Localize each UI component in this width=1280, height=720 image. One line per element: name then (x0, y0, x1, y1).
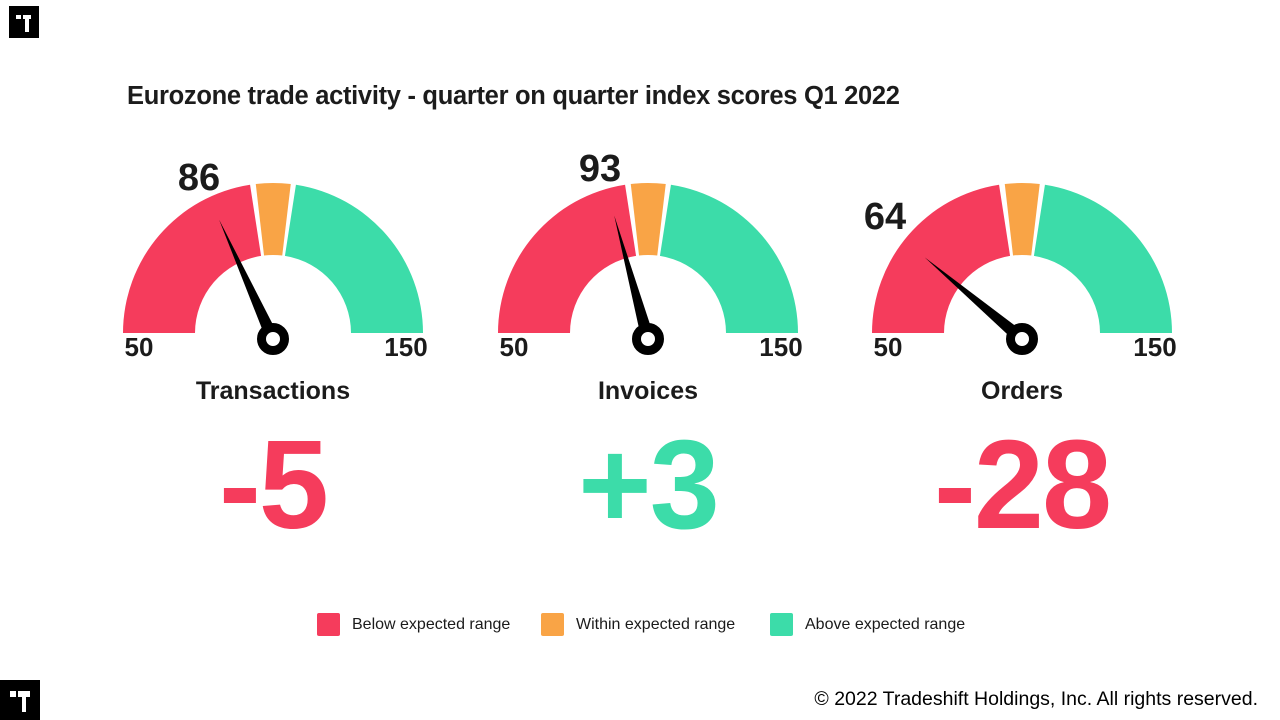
gauge-invoices: 93 50 150 Invoices +3 (478, 148, 818, 558)
legend-swatch-within (541, 613, 564, 636)
gauge-delta: -5 (218, 414, 329, 555)
gauge-max-label: 150 (384, 332, 428, 362)
legend-item-within: Within expected range (541, 613, 735, 636)
gauge-label: Invoices (597, 377, 699, 405)
gauge-max-label: 150 (759, 332, 803, 362)
gauge-dial (123, 183, 423, 355)
legend-item-above: Above expected range (770, 613, 965, 636)
gauge-max-label: 150 (1133, 332, 1177, 362)
copyright-text: © 2022 Tradeshift Holdings, Inc. All rig… (814, 688, 1258, 710)
gauge-delta: -28 (933, 414, 1112, 555)
tradeshift-t-icon (9, 6, 39, 38)
gauge-value: 86 (177, 157, 221, 199)
legend-label: Above expected range (805, 616, 966, 633)
gauge-min-label: 50 (124, 332, 154, 362)
gauge-transactions: 86 50 150 Transactions -5 (103, 148, 443, 558)
gauge-min-label: 50 (873, 332, 903, 362)
tradeshift-logo-bottom (0, 680, 40, 720)
gauge-min-label: 50 (499, 332, 529, 362)
gauge-value: 93 (578, 148, 622, 190)
legend-swatch-below (317, 613, 340, 636)
legend-item-below: Below expected range (317, 613, 510, 636)
tradeshift-t-icon (0, 680, 40, 720)
gauge-dial (498, 183, 798, 355)
chart-title: Eurozone trade activity - quarter on qua… (127, 82, 900, 110)
legend-swatch-above (770, 613, 793, 636)
gauge-orders: 64 50 150 Orders -28 (852, 148, 1192, 558)
legend-label: Below expected range (352, 616, 511, 633)
legend-label: Within expected range (576, 616, 736, 633)
gauge-label: Orders (981, 377, 1063, 405)
gauge-value: 64 (863, 196, 907, 238)
tradeshift-logo-top (9, 6, 39, 38)
gauge-label: Transactions (195, 377, 351, 405)
gauge-dial (872, 183, 1172, 355)
gauge-delta: +3 (578, 414, 720, 555)
